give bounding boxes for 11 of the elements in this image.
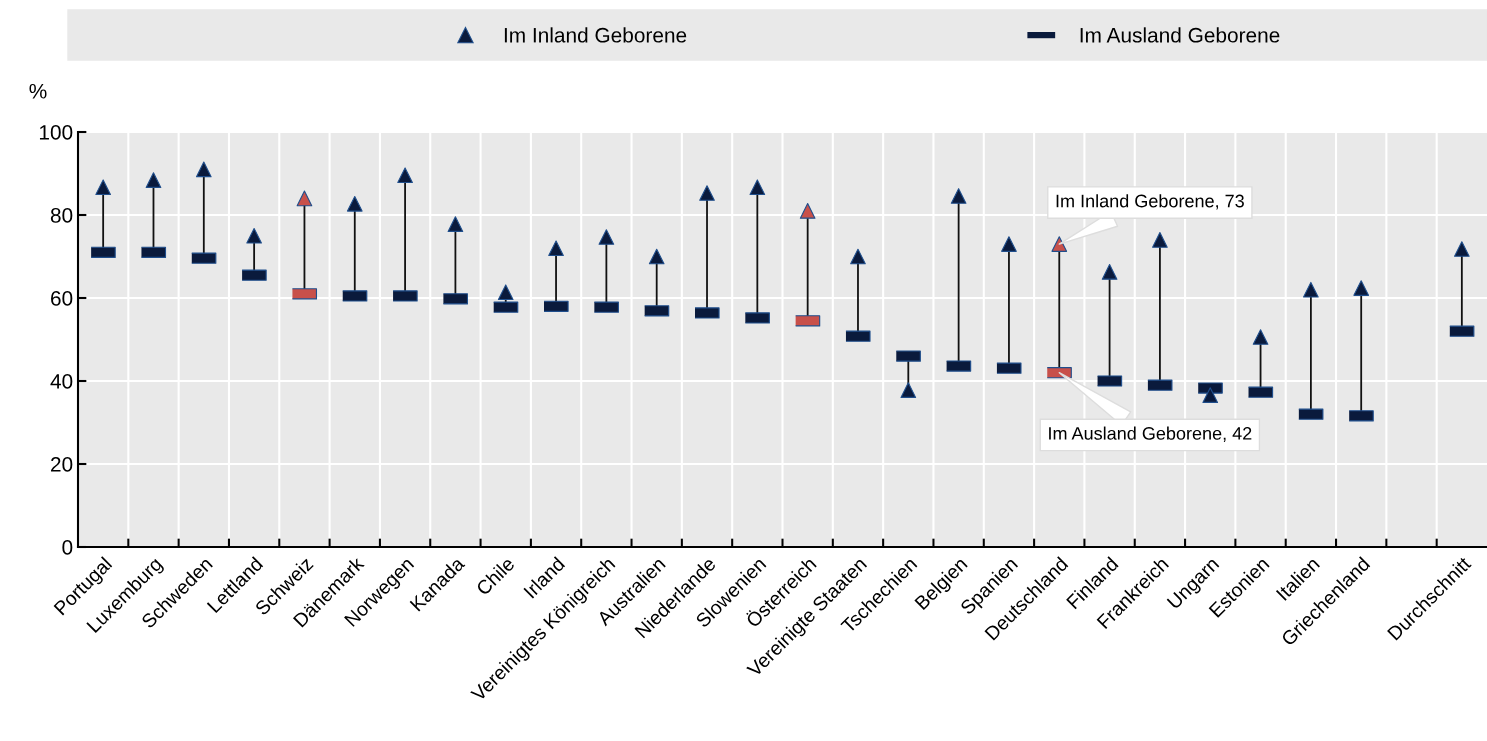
legend-label: Im Ausland Geborene xyxy=(1080,27,1280,43)
annotation: Im Ausland Geborene, 42 xyxy=(1049,426,1252,442)
legend-label: Im Inland Geborene xyxy=(504,27,687,43)
y-tick-label: 40 xyxy=(50,374,73,389)
y-tick-label: 20 xyxy=(51,457,73,472)
y-tick-label: 80 xyxy=(50,208,73,223)
annotation: Im Inland Geborene, 73 xyxy=(1056,194,1244,210)
y-tick-label: 0 xyxy=(62,540,73,555)
y-tick-label: 60 xyxy=(51,291,73,306)
y-axis-title: % xyxy=(29,83,47,99)
y-tick-label: 100 xyxy=(39,125,73,140)
